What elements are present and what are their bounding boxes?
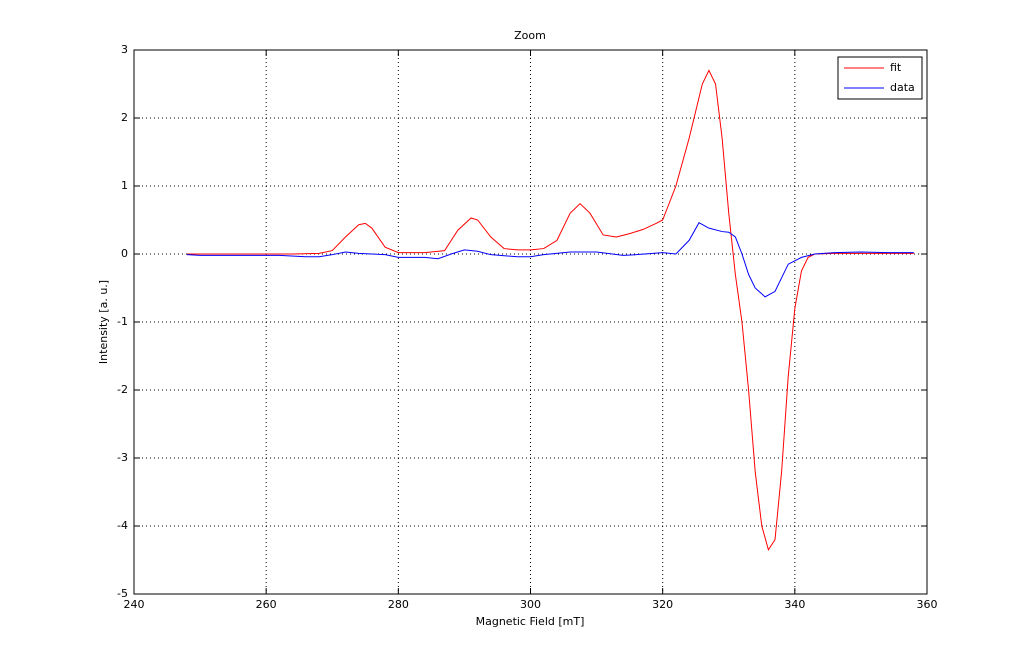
series-line [186, 69, 914, 552]
x-tick-label: 280 [388, 598, 409, 611]
y-tick-label: -1 [117, 315, 128, 328]
y-tick-label: -3 [117, 451, 128, 464]
y-tick-label: 3 [121, 43, 128, 56]
x-tick-label: 320 [652, 598, 673, 611]
plot-frame [133, 49, 928, 595]
y-tick-label: -4 [117, 519, 128, 532]
x-tick-label: 360 [917, 598, 938, 611]
y-tick-label: 1 [121, 179, 128, 192]
x-axis-label: Magnetic Field [mT] [476, 615, 585, 628]
series-line [186, 222, 914, 298]
x-tick-label: 260 [256, 598, 277, 611]
y-axis-label: Intensity [a. u.] [97, 280, 110, 364]
y-tick-label: 2 [121, 111, 128, 124]
chart-title: Zoom [514, 29, 546, 42]
x-tick-label: 340 [784, 598, 805, 611]
legend-label: data [890, 81, 915, 94]
x-tick-label: 240 [124, 598, 145, 611]
y-tick-label: -2 [117, 383, 128, 396]
legend-label: fit [890, 61, 902, 74]
legend-box [837, 56, 923, 100]
y-tick-label: -5 [117, 587, 128, 600]
y-tick-label: 0 [121, 247, 128, 260]
x-tick-label: 300 [520, 598, 541, 611]
